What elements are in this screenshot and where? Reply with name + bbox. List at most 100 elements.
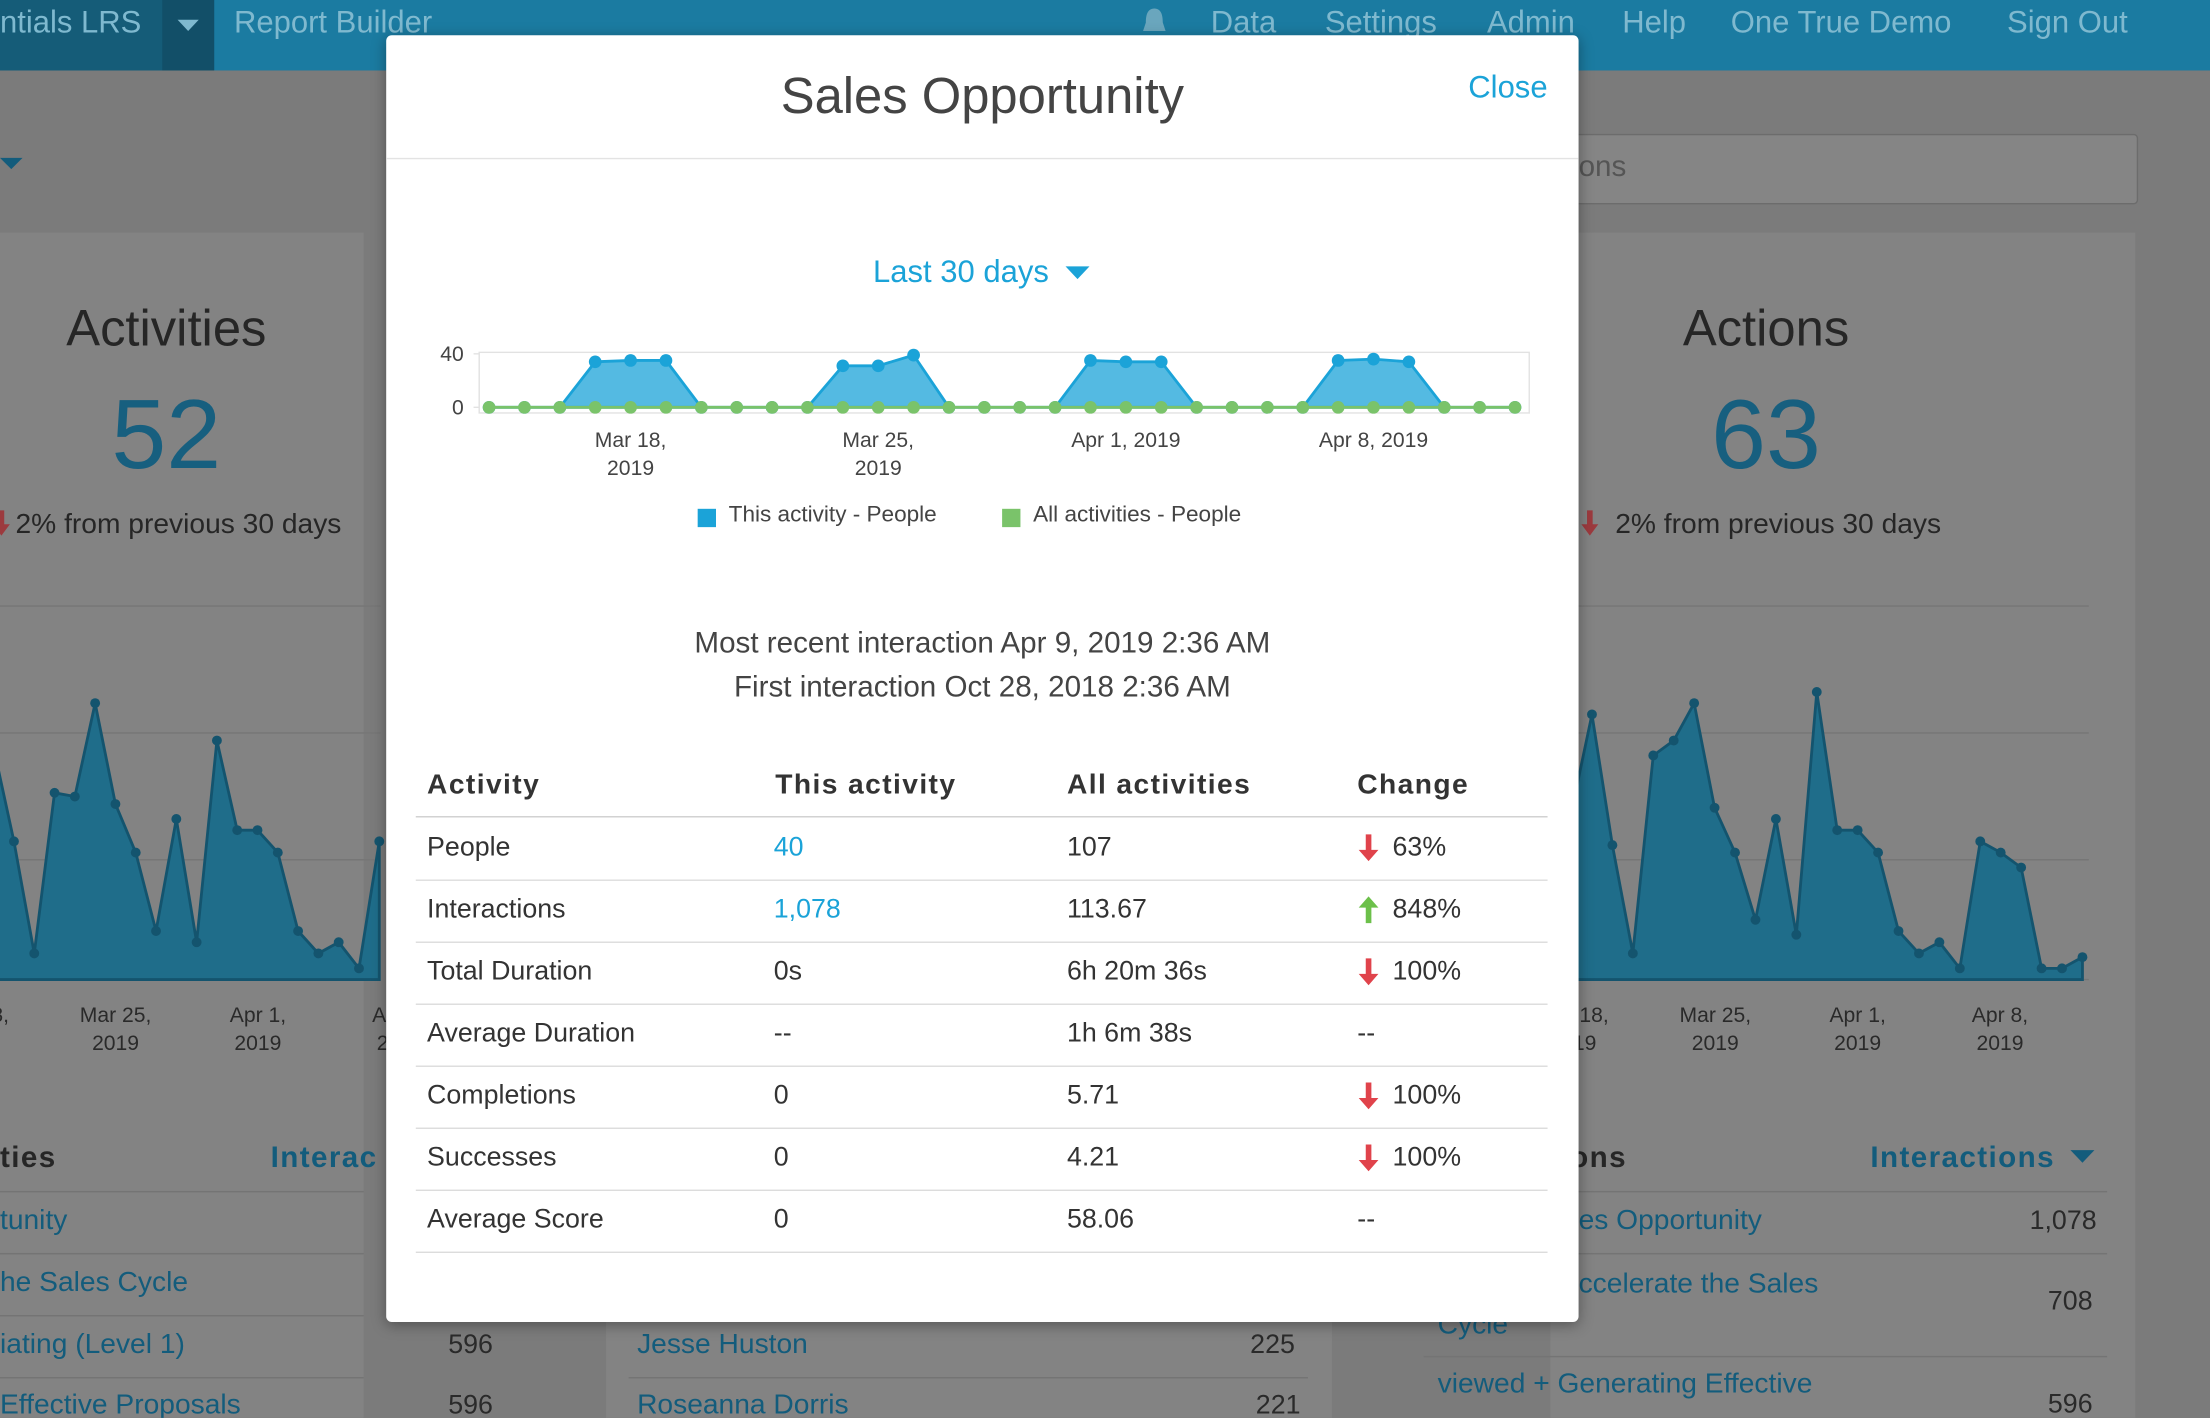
down-arrow [1581, 510, 1599, 536]
cell-activity: Average Duration [427, 1019, 635, 1049]
series-point [518, 400, 531, 414]
column-header: All activities [1066, 769, 1252, 801]
nav-link[interactable]: Admin [1486, 4, 1575, 40]
point [1627, 948, 1638, 959]
nav-link[interactable]: Report Builder [233, 4, 433, 40]
series-point [978, 400, 991, 414]
point [1689, 698, 1700, 709]
series-point [1473, 400, 1486, 414]
sort-caret[interactable] [2069, 1147, 2097, 1167]
card-value: 63 [1711, 379, 1821, 490]
point [1791, 929, 1802, 940]
series-point [1367, 352, 1380, 366]
list-item[interactable]: ccelerate the Sales Cycle [1437, 1268, 1819, 1341]
row-rule [415, 1003, 1548, 1005]
cell-this-activity[interactable]: 40 [773, 832, 804, 863]
brand[interactable]: ntials LRS [0, 4, 142, 40]
point [49, 787, 60, 798]
point [9, 836, 19, 847]
series-point [730, 400, 744, 414]
point [374, 836, 385, 847]
brand-menu[interactable] [162, 0, 215, 71]
search-box[interactable] [1550, 133, 2139, 205]
series-point [1402, 400, 1416, 414]
range-picker[interactable]: Last 30 days [386, 254, 1578, 291]
series-point [1013, 400, 1027, 414]
column-header: This activity [775, 769, 957, 801]
list-count: 1,078 [2029, 1206, 2097, 1237]
point [1709, 802, 1720, 813]
point [110, 799, 121, 809]
cell-this-activity: 0s [773, 957, 803, 987]
point [333, 937, 344, 948]
point [1770, 814, 1781, 824]
row-rule [415, 941, 1548, 943]
list-header: ons [1570, 1141, 1627, 1175]
column-header: Activity [427, 769, 541, 801]
cell-activity: Average Score [427, 1205, 604, 1235]
divider [0, 1377, 364, 1379]
bell-icon[interactable] [1139, 6, 1170, 40]
nav-link[interactable]: Sign Out [2007, 4, 2128, 40]
x-tick-label: Apr 8, 2019 [1318, 428, 1429, 453]
nav-link[interactable]: Data [1210, 4, 1277, 40]
cell-activity: Interactions [427, 894, 566, 925]
arrow-shape [1358, 1082, 1379, 1110]
series-point [871, 400, 885, 414]
row-rule [415, 1065, 1548, 1067]
point [1914, 948, 1924, 959]
card-value: 52 [111, 379, 222, 490]
cell-all-activities: 1h 6m 38s [1066, 1019, 1193, 1049]
x-tick-label: Apr 1, 2019 [230, 1004, 286, 1055]
cell-change: 100% [1392, 957, 1462, 987]
cell-all-activities: 4.21 [1066, 1143, 1120, 1173]
y-tick-label: 0 [452, 396, 464, 419]
list-sort[interactable]: Interactions [1870, 1141, 2056, 1175]
divider [1423, 1190, 2108, 1193]
header-divider [386, 157, 1579, 160]
header-rule [415, 816, 1548, 818]
series-point [1508, 400, 1522, 414]
row-rule [415, 1251, 1548, 1253]
y-tick-label: 40 [440, 343, 464, 366]
card-change: 2% from previous 30 days [1615, 508, 1942, 540]
point [1750, 914, 1761, 925]
list-item[interactable]: he Sales Cycle [0, 1267, 189, 1299]
series-point [1367, 400, 1380, 414]
modal: Sales Opportunity Close Last 30 days 0 40… [386, 35, 1579, 1323]
list-item[interactable]: tunity [0, 1205, 68, 1237]
modal-title: Sales Opportunity [780, 66, 1185, 125]
close-button[interactable]: Close [1468, 69, 1548, 105]
cell-change: 63% [1392, 832, 1447, 863]
legend-label: This activity - People [728, 503, 937, 528]
divider [628, 1377, 1308, 1379]
nav-link[interactable]: One True Demo [1730, 4, 1952, 40]
list-item[interactable]: Effective Proposals [0, 1389, 241, 1418]
nav-link[interactable]: Help [1622, 4, 1687, 40]
series-point [1225, 400, 1239, 414]
arrow-shape [1358, 834, 1379, 862]
point [1607, 840, 1618, 851]
list-item[interactable]: Jesse Huston [637, 1329, 808, 1361]
list-item[interactable]: es Opportunity [1578, 1205, 1762, 1237]
cell-all-activities: 107 [1066, 832, 1112, 863]
arrow-shape [1358, 896, 1379, 924]
series-point [836, 359, 850, 373]
list-item[interactable]: iating (Level 1) [0, 1329, 185, 1361]
point [171, 814, 182, 824]
list-item[interactable]: Roseanna Dorris [637, 1389, 849, 1418]
series-point [659, 354, 673, 367]
range-caret [1064, 266, 1089, 280]
up-arrow [1358, 896, 1379, 924]
down-arrow [1358, 834, 1379, 862]
series-point [1084, 400, 1097, 414]
point [1954, 963, 1965, 974]
dropdown-caret[interactable] [0, 152, 28, 175]
list-sort[interactable]: Interac [270, 1141, 378, 1175]
point [1975, 836, 1986, 847]
cell-this-activity[interactable]: 1,078 [773, 894, 841, 925]
list-item[interactable]: viewed + Generating Effective [1437, 1368, 1813, 1400]
cell-this-activity: 0 [773, 1081, 789, 1111]
nav-link[interactable]: Settings [1324, 4, 1437, 40]
series-point [588, 400, 602, 414]
